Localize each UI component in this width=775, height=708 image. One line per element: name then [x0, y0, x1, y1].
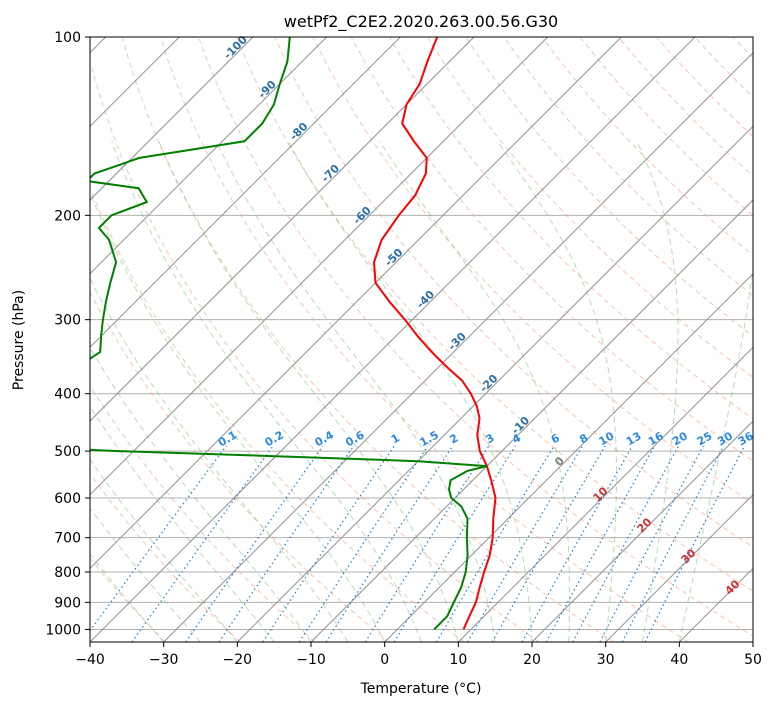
isotherm-line: [457, 346, 753, 642]
y-tick-label: 500: [54, 444, 81, 460]
axis-layer: −40 −30 −20 −10 0 10 20 30 40 50 1000 900 800 700 600 5…: [45, 30, 762, 668]
y-tick-label: 900: [54, 595, 81, 611]
dry-adiabat: [350, 37, 753, 462]
mixing-ratio-line: [325, 445, 454, 642]
y-tick-label: 100: [54, 30, 81, 46]
x-tick-label: −20: [223, 652, 253, 668]
isotherm-line: [90, 37, 254, 201]
dry-adiabat: [90, 291, 390, 642]
moist-adiabat: [678, 264, 753, 642]
mixing-ratio-line: [435, 445, 555, 642]
moist-adiabat: [497, 141, 617, 642]
moist-adiabat: [90, 277, 349, 642]
isotherm-line: [90, 37, 549, 496]
isotherm-line: [90, 37, 696, 642]
dry-adiabat: [90, 186, 465, 642]
moist-adiabat: [379, 141, 571, 642]
mixing-ratio-line: [393, 445, 516, 642]
x-tick-label: −40: [75, 652, 105, 668]
mixing-ratio-line: [491, 445, 606, 642]
plot-frame: [89, 36, 754, 643]
mixing-ratio-line: [521, 445, 634, 642]
dry-adiabat: [90, 59, 540, 642]
grid-layer: [90, 37, 753, 642]
isotherm-line: [90, 37, 622, 570]
mixing-ratio-line: [572, 445, 680, 642]
dry-adiabat: [90, 384, 316, 642]
moist-adiabat: [90, 346, 312, 642]
isotherm-line: [310, 199, 753, 642]
mixing-ratio-line: [466, 445, 584, 642]
dewpoint-profile-line: [90, 37, 488, 631]
moist-adiabat: [90, 507, 201, 642]
x-tick-label: 0: [380, 652, 389, 668]
isotherm-line: [605, 493, 753, 642]
dry-adiabat: [274, 37, 753, 548]
temperature-profile-line: [372, 37, 497, 630]
y-tick-label: 700: [54, 531, 81, 547]
mixing-ratio-line: [262, 445, 395, 642]
y-tick-label: 400: [54, 387, 81, 403]
moist-adiabat: [158, 141, 459, 642]
dry-adiabat: [236, 37, 753, 592]
y-tick-label: 1000: [45, 622, 81, 638]
y-axis-label: Pressure (hPa): [11, 290, 27, 390]
dry-adiabat: [465, 37, 753, 338]
dry-adiabat: [503, 37, 753, 297]
y-tick-label: 200: [54, 208, 81, 224]
moist-adiabat: [636, 141, 679, 642]
isotherm-line: [531, 420, 753, 642]
x-axis-label: Temperature (°C): [360, 681, 482, 697]
isotherm-line: [163, 51, 753, 642]
isotherm-line: [236, 125, 753, 642]
moist-adiabat: [90, 405, 275, 642]
dry-adiabat: [312, 37, 753, 505]
x-tick-label: 40: [670, 652, 688, 668]
mixing-ratio-line: [298, 445, 429, 642]
isotherm-line: [90, 37, 401, 349]
moist-adiabat: [90, 190, 386, 642]
x-tick-label: 20: [523, 652, 541, 668]
dry-adiabat: [90, 472, 241, 642]
moist-adiabat: [111, 141, 422, 642]
isotherm-line: [384, 272, 753, 642]
dry-adiabat: [121, 37, 614, 642]
x-tick-label: −10: [296, 652, 326, 668]
x-tick-label: −30: [149, 652, 179, 668]
dry-adiabat: [90, 557, 166, 642]
mixing-ratio-line: [364, 445, 490, 642]
x-tick-label: 30: [597, 652, 615, 668]
chart-title: wetPf2_C2E2.2020.263.00.56.G30: [284, 12, 558, 32]
y-tick-label: 600: [54, 491, 81, 507]
isotherm-line: [90, 37, 475, 422]
y-tick-label: 800: [54, 565, 81, 581]
moist-adiabat: [287, 141, 533, 642]
dry-adiabat: [159, 37, 689, 642]
dry-adiabat: [388, 37, 753, 420]
y-tick-label: 300: [54, 313, 81, 329]
mixing-ratio-line: [545, 445, 656, 642]
x-tick-label: 50: [744, 652, 762, 668]
data-layer: [90, 37, 497, 631]
x-tick-label: 10: [449, 652, 467, 668]
isotherm-line: [90, 37, 328, 275]
